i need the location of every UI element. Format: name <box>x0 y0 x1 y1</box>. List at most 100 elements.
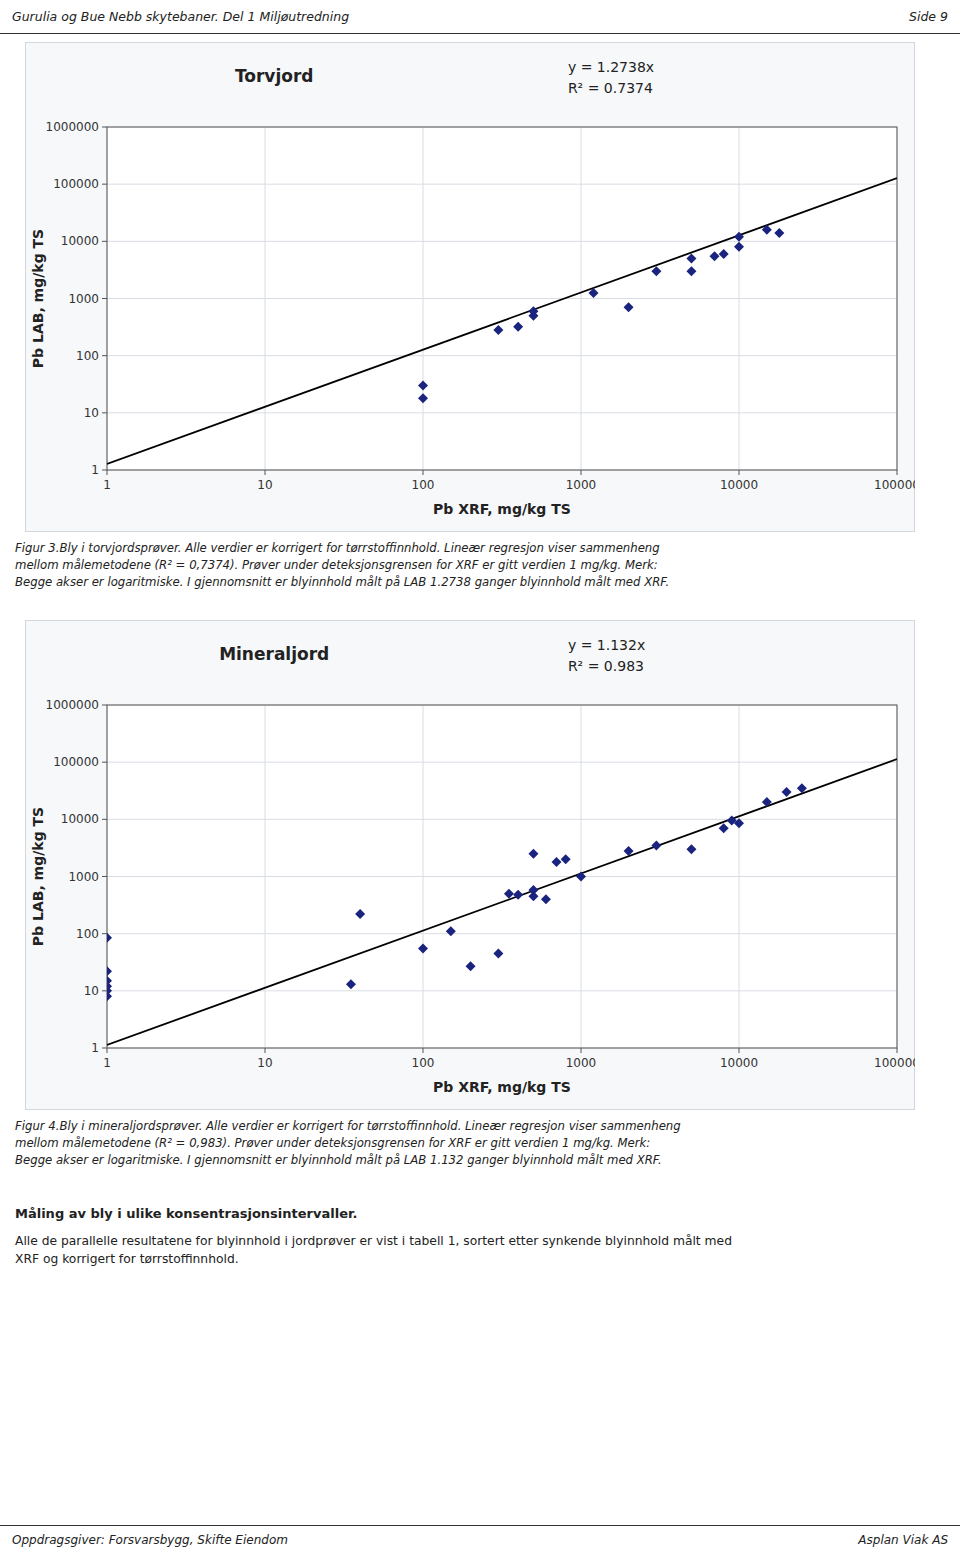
plot-frame <box>107 127 897 470</box>
y-grid-line <box>107 184 897 185</box>
y-tick-label: 100000 <box>53 177 99 191</box>
scatter-point <box>624 846 634 856</box>
scatter-point <box>446 926 456 936</box>
x-tick-label: 10 <box>257 478 272 492</box>
plot-area <box>107 705 897 1048</box>
x-tick-label: 10000 <box>720 478 758 492</box>
footer-rule <box>0 1525 960 1526</box>
footer-right: Asplan Viak AS <box>858 1533 948 1547</box>
y-tick-label: 1000000 <box>46 698 99 712</box>
y-tick-label: 1000 <box>68 292 99 306</box>
x-tick <box>897 470 898 475</box>
chart-background <box>26 621 915 1110</box>
y-grid-line <box>107 762 897 763</box>
scatter-point <box>418 381 428 391</box>
scatter-point <box>107 933 112 943</box>
axes: 1101001000100001000001101001000100001000… <box>46 120 915 492</box>
scatter-point <box>686 266 696 276</box>
plot-frame <box>107 705 897 1048</box>
x-axis-label: Pb XRF, mg/kg TS <box>433 501 571 517</box>
y-tick-label: 10 <box>84 984 99 998</box>
grid <box>107 705 897 1048</box>
x-tick <box>423 470 424 475</box>
y-tick <box>102 819 107 820</box>
y-tick <box>102 127 107 128</box>
x-tick <box>265 470 266 475</box>
x-tick-label: 1 <box>103 478 111 492</box>
y-grid-line <box>107 876 897 877</box>
section-title: Måling av bly i ulike konsentrasjonsinte… <box>15 1206 945 1221</box>
scatter-point <box>513 890 523 900</box>
scatter-point <box>418 944 428 954</box>
scatter-point <box>528 849 538 859</box>
x-tick-label: 100 <box>412 1056 435 1070</box>
y-tick <box>102 876 107 877</box>
y-tick <box>102 298 107 299</box>
chart-background <box>26 43 915 532</box>
x-tick <box>581 1048 582 1053</box>
scatter-point <box>418 393 428 403</box>
scatter-point <box>734 232 744 242</box>
annotation: y = 1.132x <box>568 637 645 653</box>
y-tick <box>102 412 107 413</box>
x-tick-label: 100 <box>412 478 435 492</box>
chart: 1101001000100001000001101001000100001000… <box>25 42 915 536</box>
y-grid-line <box>107 933 897 934</box>
x-axis-label: Pb XRF, mg/kg TS <box>433 1079 571 1095</box>
scatter-point <box>528 885 538 895</box>
x-tick <box>739 470 740 475</box>
scatter-point <box>528 306 538 316</box>
annotation: R² = 0.7374 <box>568 80 653 96</box>
header-rule <box>0 33 960 34</box>
y-tick-label: 1000 <box>68 870 99 884</box>
y-tick <box>102 762 107 763</box>
y-tick-label: 10000 <box>61 812 99 826</box>
chart: 1101001000100001000001101001000100001000… <box>25 620 915 1114</box>
y-tick <box>102 933 107 934</box>
scatter-point <box>624 302 634 312</box>
axes: 1101001000100001000001101001000100001000… <box>46 698 915 1070</box>
chart-svg: 1101001000100001000001101001000100001000… <box>25 620 915 1110</box>
y-grid-line <box>107 355 897 356</box>
page-number: Side 9 <box>909 9 948 24</box>
y-tick-label: 10 <box>84 406 99 420</box>
y-grid-line <box>107 412 897 413</box>
x-tick-label: 100000 <box>874 478 915 492</box>
y-grid-line <box>107 819 897 820</box>
scatter-point <box>346 979 356 989</box>
x-tick <box>265 1048 266 1053</box>
chart-title: Torvjord <box>235 66 314 86</box>
y-tick <box>102 990 107 991</box>
x-tick-label: 10000 <box>720 1056 758 1070</box>
y-tick-label: 100 <box>76 349 99 363</box>
regression-line <box>107 759 897 1045</box>
y-tick <box>102 705 107 706</box>
x-tick <box>739 1048 740 1053</box>
scatter-point <box>466 961 476 971</box>
x-tick <box>897 1048 898 1053</box>
scatter-point <box>561 854 571 864</box>
y-tick-label: 1000000 <box>46 120 99 134</box>
scatter-point <box>710 251 720 261</box>
scatter-point <box>651 266 661 276</box>
scatter-point <box>107 966 112 976</box>
scatter-point <box>552 857 562 867</box>
plot-area <box>107 127 897 470</box>
x-tick-label: 1000 <box>566 1056 597 1070</box>
y-tick <box>102 241 107 242</box>
x-tick <box>423 1048 424 1053</box>
y-tick <box>102 470 107 471</box>
x-tick-label: 1000 <box>566 478 597 492</box>
scatter-point <box>762 225 772 235</box>
scatter-point <box>589 288 599 298</box>
y-tick-label: 10000 <box>61 234 99 248</box>
scatter-point <box>686 844 696 854</box>
x-tick <box>107 470 108 475</box>
x-tick <box>581 470 582 475</box>
y-axis-label: Pb LAB, mg/kg TS <box>30 229 46 368</box>
scatter-point <box>762 797 772 807</box>
scatter-point <box>513 322 523 332</box>
regression-line <box>107 178 897 464</box>
scatter-point <box>493 325 503 335</box>
y-tick-label: 1 <box>91 1041 99 1055</box>
